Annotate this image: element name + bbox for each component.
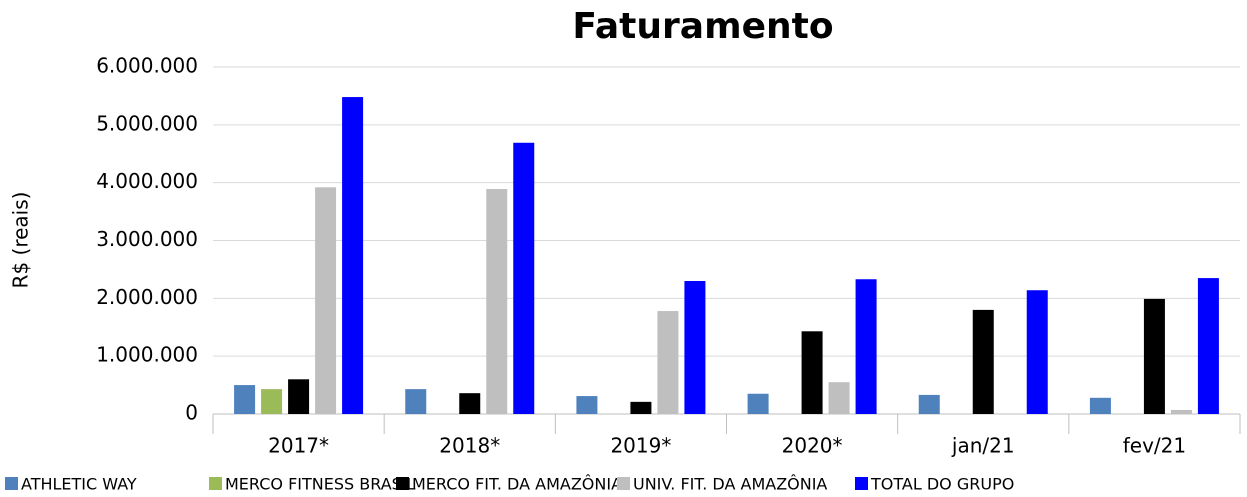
bar bbox=[684, 280, 706, 414]
x-tick-label: fev/21 bbox=[1123, 434, 1186, 458]
y-tick-label: 6.000.000 bbox=[96, 54, 198, 78]
bar bbox=[459, 393, 481, 414]
bar bbox=[513, 142, 535, 415]
bar bbox=[1143, 298, 1165, 414]
bar bbox=[918, 394, 940, 414]
y-axis-label: R$ (reais) bbox=[9, 192, 33, 289]
legend-label: MERCO FITNESS BRASIL bbox=[225, 475, 416, 494]
bar bbox=[1026, 290, 1048, 414]
y-tick-label: 3.000.000 bbox=[96, 227, 198, 251]
bar bbox=[972, 309, 994, 414]
bar bbox=[288, 379, 310, 414]
y-tick-label: 1.000.000 bbox=[96, 343, 198, 367]
bar bbox=[486, 189, 508, 414]
legend-label: ATHLETIC WAY bbox=[21, 475, 137, 494]
legend-swatch bbox=[617, 477, 630, 490]
bar bbox=[342, 97, 364, 414]
bar bbox=[657, 311, 679, 414]
x-tick-label: 2018* bbox=[439, 434, 500, 458]
bar bbox=[855, 279, 877, 414]
bar bbox=[261, 389, 283, 414]
x-tick-label: 2017* bbox=[268, 434, 329, 458]
bar bbox=[576, 396, 598, 414]
bar bbox=[1170, 409, 1192, 414]
bar bbox=[747, 393, 769, 414]
legend-label: MERCO FIT. DA AMAZÔNIA bbox=[412, 475, 622, 494]
chart-title: Faturamento bbox=[572, 6, 833, 47]
bar bbox=[234, 385, 256, 414]
bar bbox=[1089, 397, 1111, 414]
legend-swatch bbox=[396, 477, 409, 490]
x-tick-label: 2019* bbox=[610, 434, 671, 458]
bar bbox=[1197, 278, 1219, 414]
bar bbox=[828, 382, 850, 414]
bar bbox=[315, 187, 337, 414]
x-tick-label: 2020* bbox=[782, 434, 843, 458]
legend-swatch bbox=[209, 477, 222, 490]
legend-swatch bbox=[5, 477, 18, 490]
x-tick-label: jan/21 bbox=[951, 434, 1015, 458]
legend-swatch bbox=[855, 477, 868, 490]
y-tick-label: 4.000.000 bbox=[96, 169, 198, 193]
y-tick-label: 0 bbox=[185, 401, 198, 425]
y-tick-label: 2.000.000 bbox=[96, 285, 198, 309]
bar bbox=[630, 401, 652, 414]
legend-label: UNIV. FIT. DA AMAZÔNIA bbox=[633, 475, 827, 494]
bar bbox=[801, 331, 823, 414]
y-tick-label: 5.000.000 bbox=[96, 111, 198, 135]
bar bbox=[405, 389, 427, 414]
legend-label: TOTAL DO GRUPO bbox=[870, 475, 1014, 494]
